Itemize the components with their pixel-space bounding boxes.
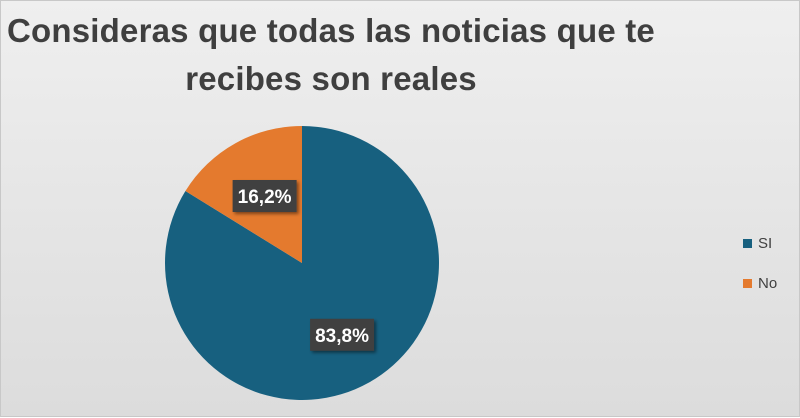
data-label-text-no: 16,2% bbox=[238, 187, 292, 208]
chart-title: Consideras que todas las noticias que te… bbox=[1, 7, 661, 103]
legend-swatch-no bbox=[743, 278, 752, 288]
legend-label-no: No bbox=[758, 274, 778, 292]
legend-label-si: SI bbox=[758, 234, 773, 252]
chart-title-line-2: recibes son reales bbox=[185, 60, 477, 97]
data-label-si: 83,8% bbox=[310, 318, 375, 351]
legend: SI No bbox=[743, 233, 777, 313]
legend-item-no: No bbox=[743, 273, 777, 293]
legend-item-si: SI bbox=[743, 233, 777, 253]
data-label-text-si: 83,8% bbox=[315, 326, 369, 347]
chart-title-line-1: Consideras que todas las noticias que te bbox=[6, 12, 655, 49]
data-label-no: 16,2% bbox=[232, 180, 297, 213]
legend-swatch-si bbox=[743, 238, 752, 248]
